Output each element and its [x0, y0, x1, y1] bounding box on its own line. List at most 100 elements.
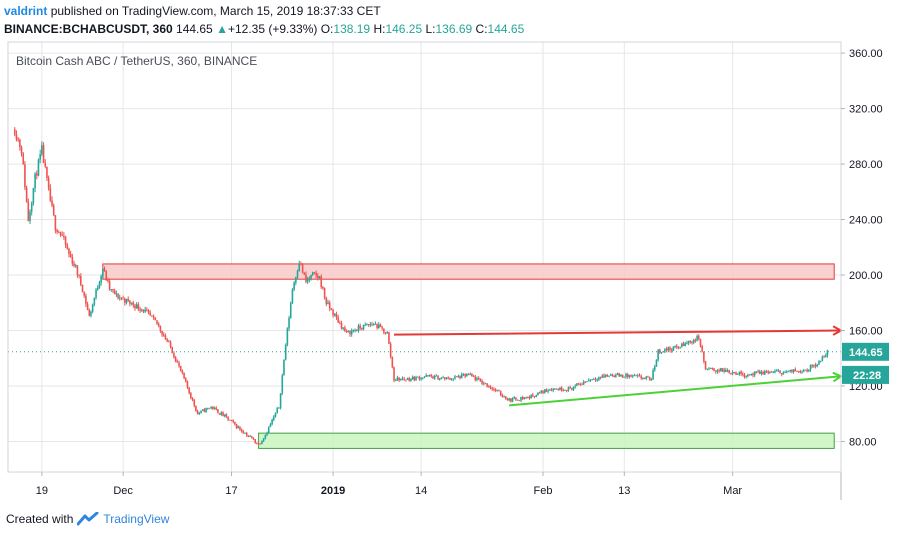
candle-body — [39, 154, 41, 160]
tradingview-logo-icon[interactable] — [77, 512, 99, 526]
candle-body — [283, 359, 285, 376]
time-axis[interactable]: 19 Dec 17 2019 14 Feb 13 Mar — [36, 472, 743, 497]
candle-body — [88, 309, 91, 316]
candle-body — [71, 257, 74, 264]
candle-body — [252, 438, 255, 440]
candle-body — [620, 374, 622, 377]
candle-body — [428, 375, 431, 376]
candle-body — [792, 369, 795, 372]
candle-body — [645, 376, 648, 379]
candle-body — [134, 305, 136, 309]
candle-body — [714, 370, 717, 372]
candle-body — [362, 325, 365, 330]
candle-body — [47, 177, 50, 188]
candle-body — [748, 374, 751, 376]
candle-body — [540, 390, 543, 393]
candle-body — [447, 377, 450, 379]
candle-body — [528, 396, 531, 399]
candle-body — [376, 324, 378, 328]
candle-body — [269, 424, 272, 427]
candle-body — [484, 383, 487, 385]
candle-body — [684, 343, 687, 347]
candle-body — [217, 409, 219, 414]
candle-body — [296, 271, 299, 278]
candle-body — [322, 287, 324, 289]
candle-body — [208, 407, 211, 409]
tradingview-brand[interactable]: TradingView — [103, 512, 170, 526]
candle-body — [623, 376, 626, 378]
price-axis[interactable]: 80.00 120.00 160.00 200.00 240.00 280.00 320.0… — [841, 48, 889, 448]
candle-body — [239, 426, 241, 430]
candle-body — [718, 370, 720, 372]
candle-body — [359, 325, 361, 329]
candle-body — [394, 379, 397, 381]
candle-body — [83, 292, 85, 296]
candle-body — [565, 389, 568, 391]
candle-body — [809, 365, 812, 370]
candle-body — [410, 378, 412, 381]
candle-body — [91, 304, 94, 312]
countdown-label: 22:28 — [853, 370, 881, 382]
candle-body — [479, 378, 482, 382]
candle-body — [288, 317, 290, 329]
candle-body — [499, 391, 502, 396]
candle-body — [466, 374, 468, 377]
candle-body — [291, 289, 294, 304]
candle-body — [769, 371, 771, 374]
candle-body — [361, 328, 363, 330]
candle-body — [677, 347, 680, 349]
candle-body — [557, 389, 560, 391]
candle-body — [90, 311, 92, 316]
candle-body — [598, 377, 600, 380]
candle-body — [418, 376, 421, 380]
candle-body — [613, 375, 615, 378]
candle-body — [808, 369, 810, 372]
candle-body — [213, 407, 216, 409]
candle-body — [621, 374, 624, 378]
candle-body — [587, 380, 590, 382]
candle-body — [100, 276, 102, 283]
candle-body — [786, 371, 788, 373]
author-name[interactable]: valdrint — [4, 4, 48, 18]
candle-body — [655, 359, 658, 367]
candle-body — [95, 289, 97, 298]
candle-body — [330, 308, 333, 310]
candle-body — [801, 371, 803, 373]
candle-body — [364, 324, 367, 326]
x-tick-label: Feb — [534, 485, 553, 497]
candle-body — [74, 265, 77, 267]
candle-body — [303, 272, 306, 275]
candle-body — [118, 297, 121, 299]
candle-body — [460, 374, 463, 379]
candle-body — [225, 414, 228, 417]
candle-body — [352, 330, 355, 332]
candle-body — [235, 424, 238, 429]
candle-body — [662, 351, 665, 353]
candle-body — [782, 372, 785, 375]
candle-body — [633, 375, 636, 377]
open-value: 138.19 — [333, 22, 371, 36]
candle-body — [266, 432, 268, 436]
candle-body — [464, 374, 466, 377]
candle-body — [608, 375, 610, 377]
candle-body — [85, 295, 87, 304]
candle-body — [630, 375, 632, 377]
candle-body — [609, 374, 612, 376]
candle-body — [149, 312, 152, 316]
candle-body — [112, 289, 114, 291]
candle-body — [450, 379, 453, 381]
candle-body — [596, 379, 598, 381]
candle-body — [242, 431, 245, 434]
candle-body — [411, 376, 414, 379]
candle-body — [300, 263, 302, 265]
candle-body — [611, 374, 614, 376]
candle-body — [383, 328, 385, 333]
candle-body — [254, 439, 256, 443]
candles — [13, 127, 829, 445]
candle-body — [560, 387, 563, 391]
countdown-badge — [842, 365, 889, 384]
candle-body — [317, 275, 319, 279]
candle-body — [249, 436, 251, 438]
